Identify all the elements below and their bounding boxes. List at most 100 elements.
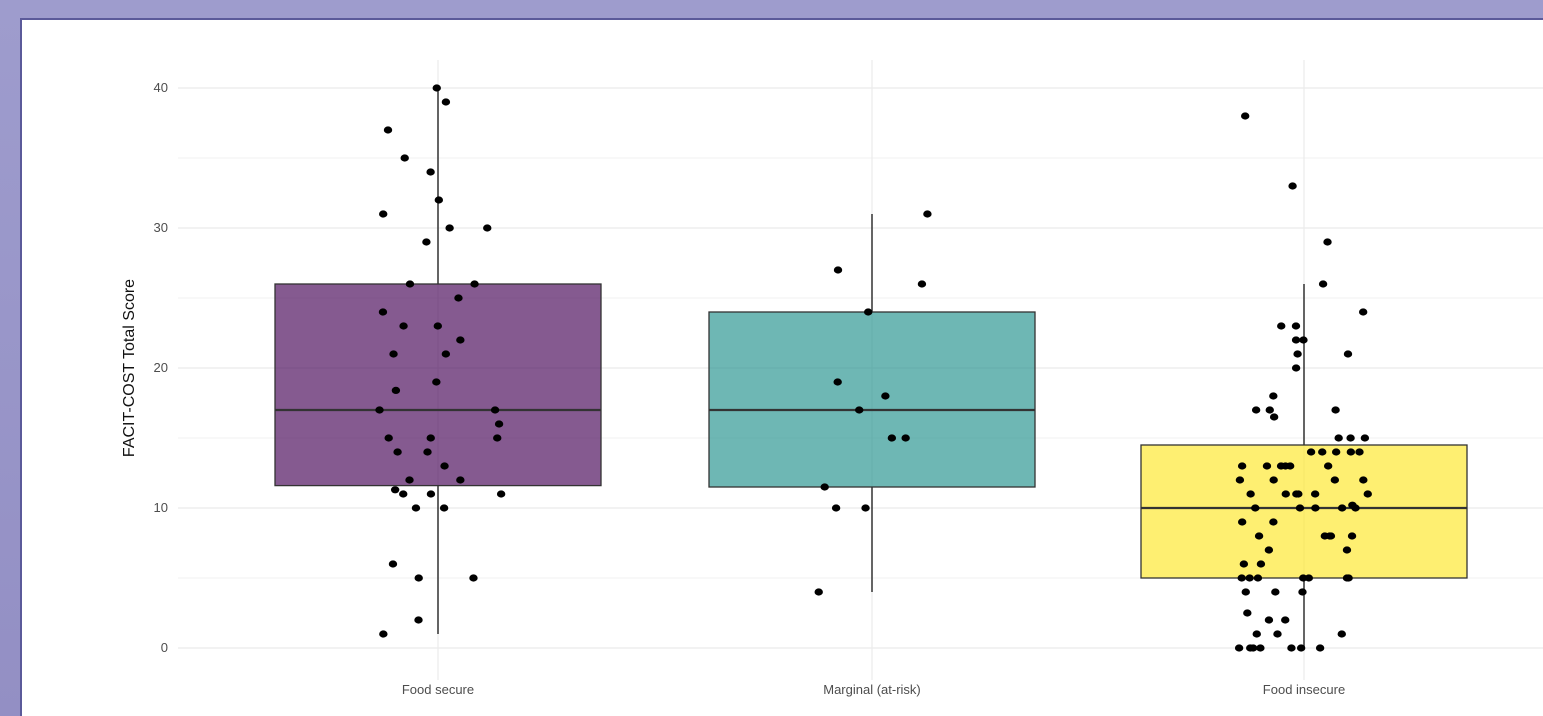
data-point [1264, 616, 1274, 624]
data-point [1344, 574, 1353, 582]
data-point [1251, 504, 1260, 512]
x-tick-label: Food insecure [1263, 682, 1345, 697]
data-point [1347, 532, 1357, 540]
data-point [440, 462, 449, 470]
data-point [855, 406, 864, 414]
data-point [1346, 448, 1356, 456]
data-point [432, 378, 441, 386]
data-point [1323, 462, 1333, 470]
data-point [1241, 588, 1250, 596]
data-point [901, 434, 910, 442]
data-point [1273, 630, 1282, 638]
box-2 [1140, 444, 1468, 579]
data-point [1245, 574, 1254, 582]
data-point [1281, 616, 1290, 624]
data-point [1291, 364, 1301, 372]
data-point [1269, 413, 1279, 421]
data-point [1294, 490, 1303, 498]
data-point [1331, 448, 1341, 456]
data-point [411, 504, 421, 512]
data-point [378, 308, 388, 316]
data-point [1343, 350, 1353, 358]
data-point [863, 308, 873, 316]
data-point [1298, 588, 1307, 596]
data-point [483, 224, 492, 232]
data-point [423, 448, 432, 456]
data-point [1285, 462, 1295, 470]
y-tick-label: 40 [154, 80, 168, 95]
data-point [1299, 336, 1308, 344]
data-point [831, 504, 841, 512]
data-point [422, 238, 431, 246]
data-point [1360, 434, 1370, 442]
data-point [414, 574, 423, 582]
data-point [1252, 630, 1261, 638]
data-point [1306, 448, 1316, 456]
data-point [1277, 322, 1286, 330]
data-point [861, 504, 870, 512]
data-point [1239, 560, 1249, 568]
data-point [426, 168, 435, 176]
data-point [456, 476, 465, 484]
data-point [1256, 560, 1266, 568]
data-point [496, 490, 506, 498]
data-point [1346, 434, 1355, 442]
y-tick-label: 0 [161, 640, 168, 655]
data-point [1334, 434, 1343, 442]
y-tick-labels: 0 10 20 30 40 [154, 80, 168, 655]
data-point [1291, 336, 1301, 344]
y-tick-label: 20 [154, 360, 168, 375]
data-point [1318, 280, 1328, 288]
data-point [1235, 476, 1245, 484]
data-point [1237, 574, 1246, 582]
data-point [384, 434, 393, 442]
data-point [441, 350, 451, 358]
data-point [1342, 546, 1352, 554]
data-point [1246, 490, 1255, 498]
point-group [375, 84, 1372, 652]
data-point [1337, 504, 1347, 512]
data-point [399, 490, 408, 498]
box-0 [274, 283, 602, 487]
data-point [393, 448, 402, 456]
data-point [1295, 504, 1305, 512]
x-tick-labels: Food secure Marginal (at-risk) Food insecu… [402, 682, 1345, 697]
data-point [399, 322, 408, 330]
data-point [881, 392, 890, 400]
box-1 [708, 311, 1036, 488]
data-point [383, 126, 393, 134]
data-point [379, 630, 388, 638]
data-point [1351, 504, 1360, 512]
data-point [1243, 609, 1252, 617]
data-point [1248, 644, 1258, 652]
data-point [1251, 406, 1261, 414]
data-point [1256, 644, 1265, 652]
y-tick-label: 30 [154, 220, 168, 235]
data-point [1269, 392, 1278, 400]
data-point [379, 210, 388, 218]
data-point [426, 490, 436, 498]
data-point [490, 406, 500, 414]
data-point [1331, 406, 1340, 414]
data-point [1299, 574, 1308, 582]
data-point [1269, 518, 1278, 526]
data-point [405, 280, 415, 288]
data-point [426, 434, 435, 442]
data-point [400, 154, 409, 162]
data-point [389, 350, 398, 358]
data-point [391, 386, 401, 394]
data-point [441, 98, 451, 106]
data-point [414, 616, 423, 624]
data-point [917, 280, 927, 288]
data-point [1288, 182, 1297, 190]
data-point [1262, 462, 1272, 470]
data-point [1264, 546, 1274, 554]
data-point [1291, 322, 1301, 330]
data-point [1265, 406, 1274, 414]
data-point [1359, 476, 1368, 484]
data-point [1363, 490, 1372, 498]
data-point [1240, 112, 1250, 120]
data-point [1358, 308, 1368, 316]
data-point [493, 434, 502, 442]
